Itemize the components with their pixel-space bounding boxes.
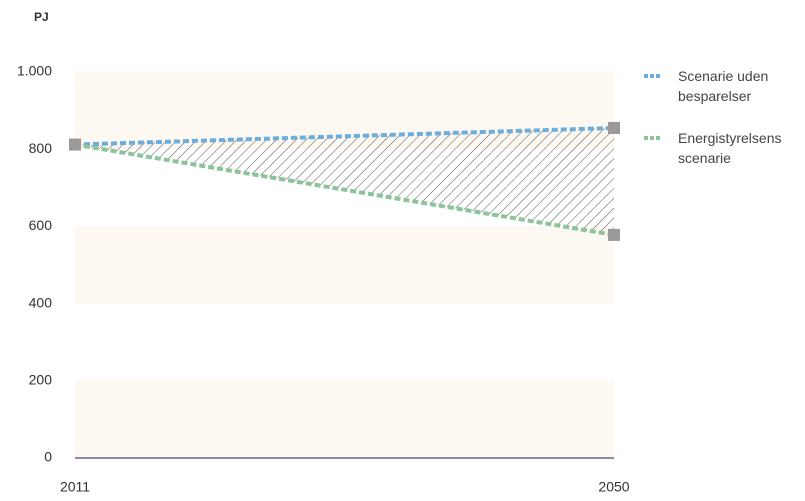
legend-swatch bbox=[644, 74, 660, 78]
y-tick-label: 400 bbox=[29, 294, 53, 310]
point-marker bbox=[608, 228, 620, 241]
legend-item: Energistyrelsens scenarie bbox=[640, 128, 800, 168]
y-tick-label: 600 bbox=[29, 217, 53, 233]
point-marker bbox=[69, 138, 81, 151]
legend-item: Scenarie uden besparelser bbox=[640, 66, 800, 106]
legend: Scenarie uden besparelser Energistyrelsen… bbox=[640, 66, 800, 190]
legend-label: Scenarie uden besparelser bbox=[678, 68, 769, 104]
y-tick-label: 1.000 bbox=[17, 63, 52, 79]
y-tick-label: 800 bbox=[29, 140, 53, 156]
band bbox=[75, 226, 614, 304]
series-line bbox=[74, 142, 615, 237]
point-marker bbox=[608, 121, 620, 134]
x-tick-label: 2050 bbox=[598, 479, 629, 495]
band bbox=[75, 380, 614, 458]
y-axis-label: PJ bbox=[34, 10, 49, 24]
y-tick-label: 0 bbox=[44, 449, 52, 465]
legend-label: Energistyrelsens scenarie bbox=[678, 130, 782, 166]
legend-swatch bbox=[644, 136, 660, 140]
y-tick-label: 200 bbox=[29, 372, 53, 388]
x-tick-label: 2011 bbox=[60, 479, 90, 495]
savings-hatch bbox=[75, 127, 614, 235]
